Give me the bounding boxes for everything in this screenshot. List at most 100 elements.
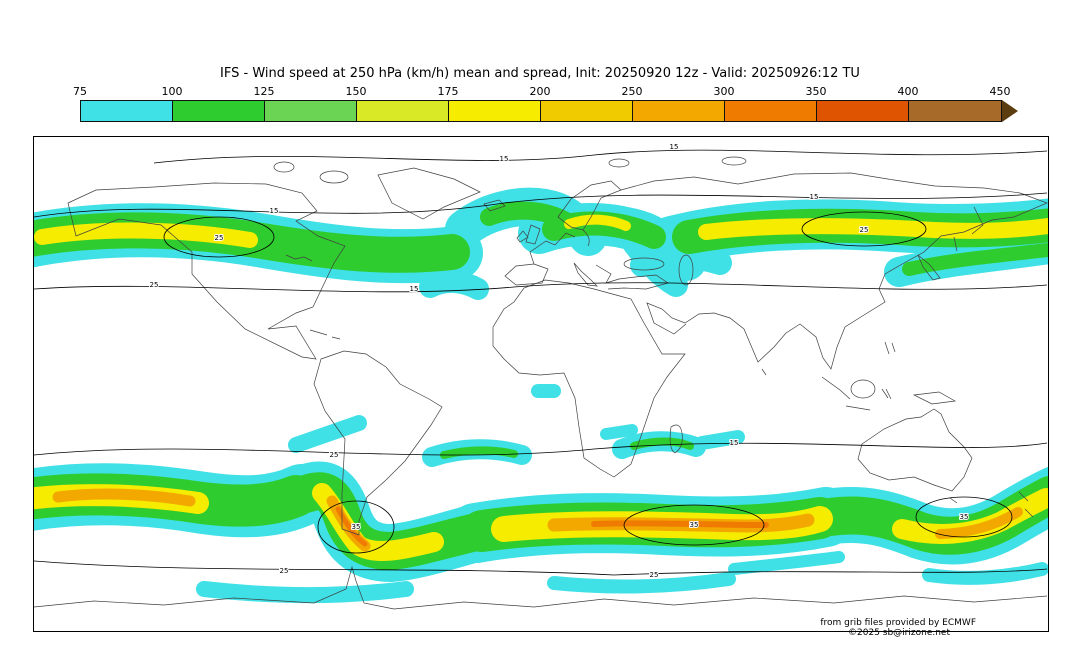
coastline (34, 565, 1048, 610)
wind-band (547, 572, 736, 594)
colorbar-segment (541, 101, 633, 121)
colorbar-tick: 175 (437, 85, 459, 98)
wind-band (935, 507, 1023, 539)
spread-contour (915, 496, 1013, 538)
colorbar-tick: 250 (621, 85, 643, 98)
wind-band (922, 562, 1048, 585)
coastline (483, 199, 506, 212)
colorbar-tick: 450 (989, 85, 1011, 98)
wind-band (695, 430, 745, 450)
spread-contour (34, 282, 1048, 293)
spread-contour (163, 216, 275, 258)
spread-contour-labels: 15 15 15 15 15 25 25 25 25 15 25 25 35 3… (149, 142, 970, 580)
colorbar-segment (449, 101, 541, 121)
coastline (821, 376, 871, 411)
coastline (319, 170, 349, 184)
coastline (850, 379, 876, 399)
contour-label: 25 (650, 571, 659, 579)
contour-label: 15 (500, 155, 509, 163)
wind-band-orange (335, 506, 769, 547)
coastlines (34, 156, 1048, 610)
credit-ecmwf: from grib files provided by ECMWF (820, 618, 976, 628)
contour-label: 25 (215, 234, 224, 242)
coastline (516, 224, 541, 245)
colorbar-segment (633, 101, 725, 121)
colorbar-segment (265, 101, 357, 121)
spread-contour (34, 442, 1048, 456)
colorbar-segment (909, 101, 1001, 121)
colorbar-tick: 300 (713, 85, 735, 98)
coastline (285, 254, 313, 262)
spread-contour (153, 149, 1048, 164)
wind-speed-bands (34, 187, 1048, 603)
colorbar-segment (357, 101, 449, 121)
wind-band (288, 415, 367, 453)
coastline (761, 368, 767, 376)
wind-band (728, 551, 845, 575)
coastline (67, 182, 346, 360)
spread-contour (317, 500, 395, 554)
spread-contours (34, 149, 1048, 576)
colorbar-tick: 200 (529, 85, 551, 98)
spread-contour (623, 504, 765, 546)
coastline (678, 254, 694, 286)
coastline (313, 350, 443, 536)
coastline (857, 408, 973, 492)
coastline (309, 329, 341, 340)
wind-band (34, 222, 258, 248)
colorbar-tick: 150 (345, 85, 367, 98)
coastline (608, 158, 630, 168)
colorbar-ticks: 75 100 125 150 175 200 250 300 350 400 450 (73, 85, 1012, 98)
contour-label: 15 (410, 285, 419, 293)
coastline (912, 391, 957, 405)
coastline (721, 156, 747, 166)
contour-label: 15 (730, 439, 739, 447)
contour-label: 15 (270, 207, 279, 215)
wind-band (419, 271, 489, 300)
wind-band (196, 581, 414, 603)
colorbar (80, 100, 1018, 122)
map-frame: 15 15 15 15 15 25 25 25 25 15 25 25 35 3… (33, 136, 1049, 632)
wind-band (630, 245, 732, 277)
coastline (881, 341, 896, 400)
wind-band (335, 506, 368, 547)
coastline (620, 172, 1048, 370)
world-wind-map: 15 15 15 15 15 25 25 25 25 15 25 25 35 3… (34, 142, 1048, 610)
contour-label: 35 (960, 513, 969, 521)
contour-label: 25 (860, 226, 869, 234)
wind-band (591, 520, 769, 528)
coastline (582, 229, 590, 247)
contour-label: 35 (352, 523, 361, 531)
colorbar-segment (173, 101, 265, 121)
coastline (949, 491, 1034, 518)
contour-label: 25 (150, 281, 159, 289)
coastline (504, 263, 549, 286)
credit-irizone: ©2025 sb@irizone.net (848, 628, 950, 638)
coastline (623, 257, 665, 271)
wind-band (440, 446, 518, 459)
colorbar-tick: 350 (805, 85, 827, 98)
coastline (917, 254, 941, 281)
colorbar-segment (725, 101, 817, 121)
colorbar-segments (80, 100, 1002, 122)
contour-label: 35 (690, 521, 699, 529)
wind-band (600, 424, 638, 440)
coastline (529, 232, 576, 265)
coastline (557, 180, 622, 231)
contour-label: 25 (330, 451, 339, 459)
colorbar-tick: 100 (161, 85, 183, 98)
spread-contour (801, 211, 927, 247)
wind-band (698, 218, 1048, 240)
contour-label: 15 (810, 193, 819, 201)
wind-band (630, 437, 694, 450)
coastline (953, 206, 984, 252)
spread-contour (34, 560, 1048, 576)
wind-band (564, 214, 631, 231)
coastline (273, 161, 295, 173)
colorbar-tick: 400 (897, 85, 919, 98)
chart-title: IFS - Wind speed at 250 hPa (km/h) mean … (220, 66, 860, 81)
wind-band (52, 488, 196, 507)
coastline (595, 264, 669, 290)
coastline (377, 167, 481, 220)
